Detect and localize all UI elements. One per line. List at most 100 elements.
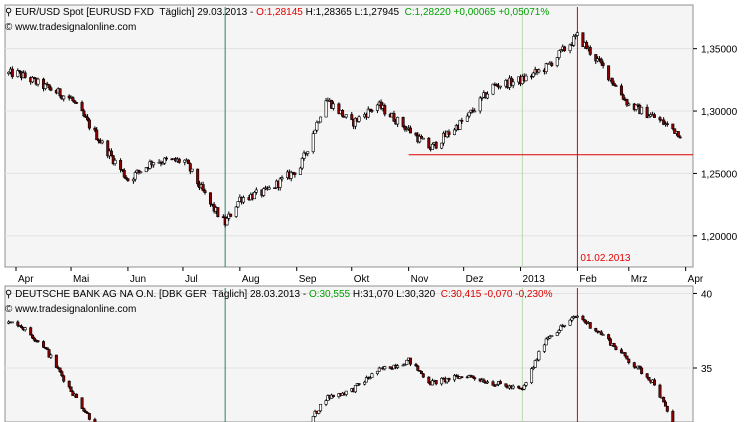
panel1-candle-body [473, 110, 477, 113]
panel1-candle-body [645, 106, 649, 119]
panel2-candle-body [563, 324, 567, 327]
panel1-candle-body [601, 62, 605, 67]
panel1-candle-body [414, 132, 418, 136]
panel1-candle-body [186, 159, 190, 164]
panel1-candle-body [612, 82, 616, 86]
panel1-candle-body [588, 47, 592, 55]
panel1-candle-body [498, 85, 502, 88]
panel1-candle-body [109, 150, 113, 157]
panel1-candle-body [315, 121, 319, 131]
panel1-candle-body [84, 115, 88, 118]
panel2-candle-body [647, 376, 651, 381]
panel1-candle-body [383, 105, 387, 115]
panel2-candle-body [638, 365, 642, 369]
panel1-candle-body [524, 75, 528, 82]
panel2-candle-body [568, 319, 572, 326]
panel2-candle-body [533, 360, 537, 368]
panel1-candle-body [298, 167, 302, 175]
panel2-candle-body [344, 390, 348, 395]
panel2-candle-body [482, 379, 486, 383]
panel2-candle-body [82, 408, 86, 412]
panel2-candle-body [416, 365, 420, 371]
panel1-candle-body [97, 139, 101, 142]
panel2-candle-body [575, 315, 579, 318]
panel1-candle-body [531, 72, 535, 77]
panel2-candle-body [368, 377, 372, 379]
panel1-candle-body [627, 103, 631, 106]
panel1-candle-body [119, 160, 123, 170]
panel1-candle-body [555, 57, 559, 66]
panel1-candle-body [341, 110, 345, 117]
panel1-candle-body [563, 46, 567, 51]
panel2-candle-body [596, 330, 600, 333]
panel1-candle-body [144, 167, 148, 173]
panel2-candle-body [495, 384, 499, 386]
panel2-candle-body [370, 373, 374, 378]
panel2-candle-body [69, 386, 73, 392]
panel1-candle-body [161, 162, 165, 165]
panel2-candle-body [353, 385, 357, 393]
panel1-candle-body [495, 84, 499, 87]
panel2-candle-body [671, 411, 675, 422]
panel2-candle-body [29, 327, 33, 336]
panel1-xtick-label: Feb [579, 274, 597, 285]
panel1-candle-body [447, 131, 451, 135]
panel1-ytick-label: 1,25000 [701, 169, 738, 180]
chart-symbol-icon: ⚲ [5, 289, 13, 300]
panel1-ytick-label: 1,35000 [701, 45, 738, 56]
panel1-candle-body [575, 32, 579, 36]
panel2-candle-body [454, 375, 458, 377]
panel1-candle-body [289, 171, 293, 179]
panel1-candle-body [139, 171, 143, 174]
panel1-candle-body [267, 187, 271, 190]
panel2-candle-body [71, 391, 75, 396]
panel2-candle-body [363, 381, 367, 385]
panel2-candle-body [31, 334, 35, 339]
panel1-candle-body [331, 103, 335, 109]
panel1-candle-body [203, 190, 207, 193]
panel1-xtick-label: 2013 [523, 274, 546, 285]
panel1-candle-body [557, 50, 561, 58]
panel2-header: ⚲ DEUTSCHE BANK AG NA O.N. [DBK GER Tägl… [5, 289, 553, 301]
panel2-candle-body [608, 338, 612, 346]
panel2-candle-body [546, 337, 550, 340]
panel2-candle-body [471, 375, 475, 378]
panel1-candle-body [353, 117, 357, 127]
panel1-candle-body [486, 93, 490, 99]
panel1-candle-body [49, 87, 53, 91]
panel1-candle-body [440, 142, 444, 149]
panel2-candle-body [403, 364, 407, 366]
panel1-candle-body [73, 100, 77, 103]
panel1-candle-body [18, 70, 22, 73]
panel1-candle-body [634, 104, 638, 110]
panel2-change-pct: -0,230% [512, 289, 553, 300]
panel2-candle-body [42, 341, 46, 348]
panel2-candle-body [665, 405, 669, 412]
panel1-candle-body [574, 35, 578, 37]
panel1-candle-body [317, 121, 321, 124]
panel1-candle-body [509, 77, 513, 86]
panel1-xtick-label: Mrz [631, 274, 648, 285]
panel2-candle-body [452, 375, 456, 381]
panel2-candle-body [663, 401, 667, 407]
panel1-candle-body [673, 128, 677, 134]
panel1-xtick-label: Jul [185, 274, 198, 285]
panel2-candle-body [511, 385, 515, 389]
panel1-candle-body [229, 213, 233, 217]
panel1-candle-body [159, 161, 163, 164]
panel2-candle-body [80, 397, 84, 409]
panel2-candle-body [614, 346, 618, 351]
panel2-candle-body [396, 365, 400, 368]
panel2-close: C:30,415 [437, 289, 482, 300]
panel1-candle-body [273, 187, 277, 189]
panel1-candle-body [86, 116, 90, 121]
panel2-candle-body [440, 377, 444, 385]
panel1-candle-body [137, 169, 141, 173]
panel1-candle-body [610, 77, 614, 84]
panel1-title: EUR/USD Spot [EURUSD FXD Täglich] 29.03.… [15, 7, 257, 18]
panel1-xtick-label: Sep [299, 274, 317, 285]
panel2-candle-body [652, 379, 656, 386]
panel2-candle-body [86, 412, 90, 414]
panel2-candle-body [619, 349, 623, 354]
